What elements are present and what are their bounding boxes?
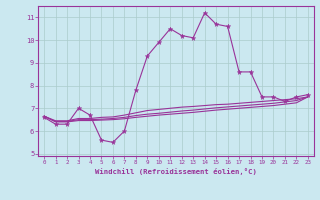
X-axis label: Windchill (Refroidissement éolien,°C): Windchill (Refroidissement éolien,°C)	[95, 168, 257, 175]
